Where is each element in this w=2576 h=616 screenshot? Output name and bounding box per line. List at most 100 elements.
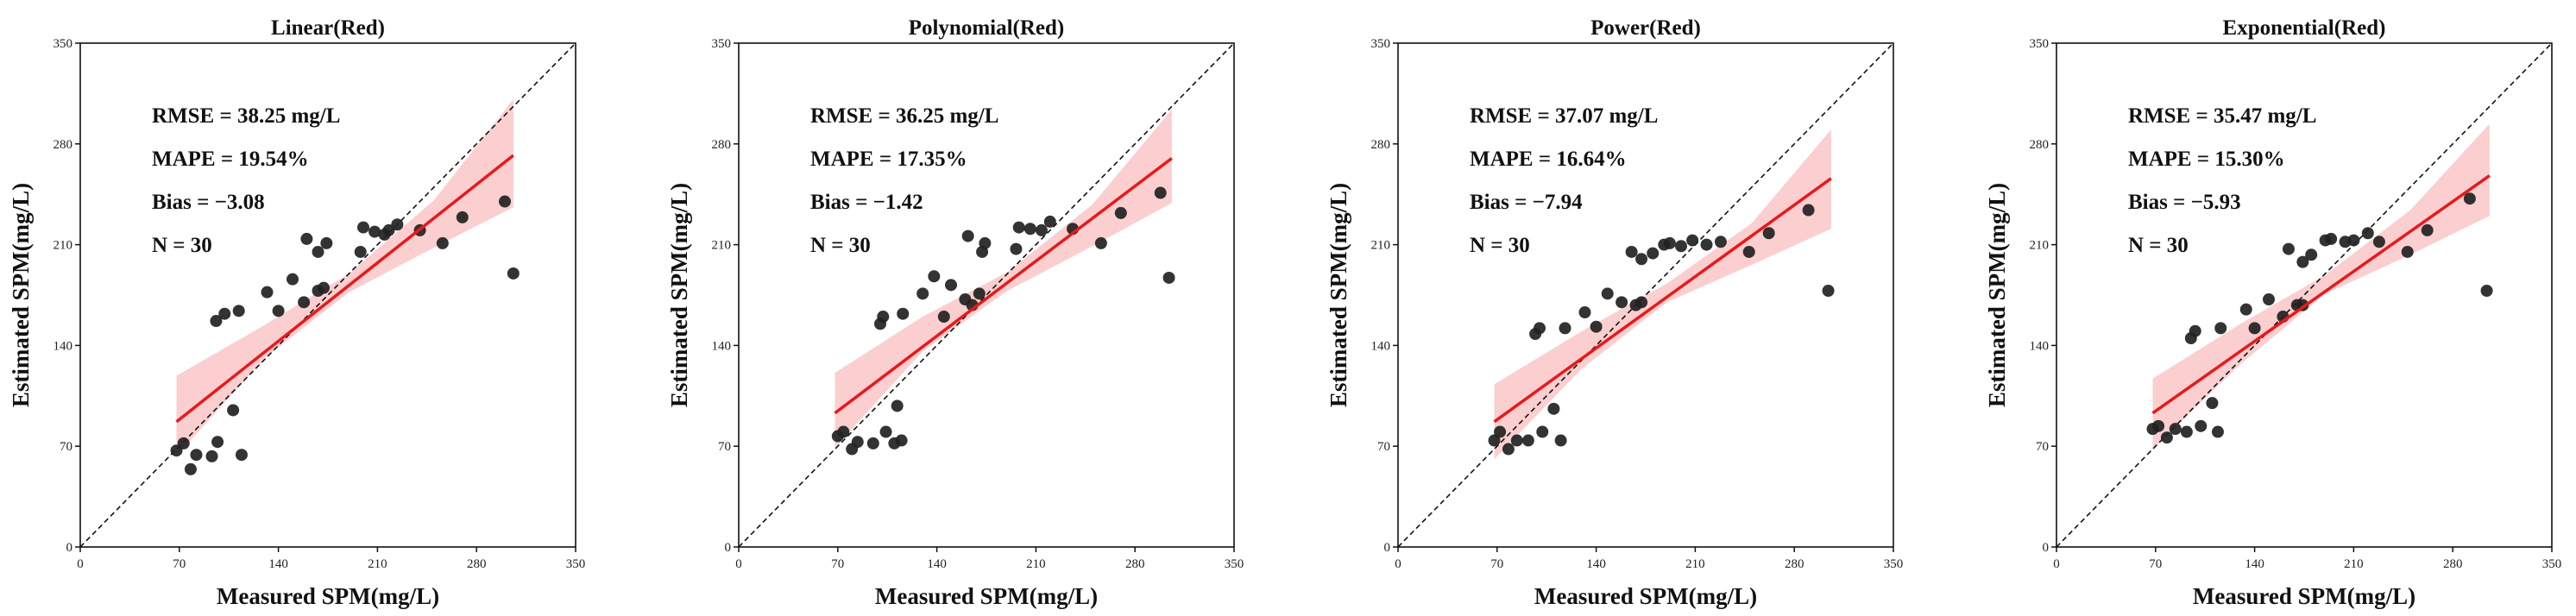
y-tick-label: 70: [1377, 440, 1390, 454]
data-point: [2361, 227, 2374, 240]
data-point: [1043, 215, 1056, 228]
data-point: [1762, 227, 1775, 240]
x-tick-label: 0: [77, 557, 84, 571]
confidence-band: [176, 99, 513, 456]
data-point: [1494, 425, 1507, 438]
y-tick-label: 210: [54, 239, 73, 253]
x-tick-label: 140: [2245, 557, 2264, 571]
regression-line: [1493, 177, 1832, 424]
data-point: [1559, 322, 1571, 335]
data-point: [456, 211, 469, 223]
stat-annotation: MAPE = 17.35%: [810, 148, 967, 171]
data-point: [928, 270, 941, 283]
data-point: [1502, 443, 1515, 456]
data-point: [2296, 255, 2309, 268]
data-point: [2189, 324, 2201, 337]
x-tick-label: 280: [1125, 557, 1145, 571]
stat-annotation: Bias = −7.94: [1470, 191, 1583, 214]
y-tick-label: 0: [1384, 541, 1391, 555]
data-point: [382, 223, 395, 236]
data-point: [2160, 431, 2173, 444]
panel-linear: 0 70 140 210 280 350 0 70 140 210 280 350 Linear(Red…: [8, 16, 585, 609]
x-axis-label: Measured SPM(mg/L): [217, 583, 439, 609]
one-to-one-line: [2056, 42, 2553, 548]
data-point: [1675, 240, 1687, 253]
x-tick-label: 70: [1490, 557, 1503, 571]
data-point: [1012, 221, 1025, 234]
confidence-band: [1494, 129, 1831, 460]
y-axis-label: Estimated SPM(mg/L): [1326, 183, 1351, 407]
y-tick-label: 0: [2043, 541, 2050, 555]
data-point: [1625, 245, 1638, 258]
data-point: [2421, 223, 2434, 236]
one-to-one-line: [738, 42, 1235, 548]
data-point: [1023, 223, 1036, 236]
stat-annotation: N = 30: [1470, 234, 1530, 257]
y-axis-label: Estimated SPM(mg/L): [666, 183, 692, 407]
stat-annotation: Bias = −5.93: [2128, 191, 2241, 214]
y-tick-label: 210: [1371, 239, 1391, 253]
data-point: [354, 245, 367, 258]
data-point: [2282, 242, 2295, 255]
data-point: [318, 281, 331, 294]
data-point: [1714, 236, 1727, 248]
data-point: [205, 449, 218, 462]
data-point: [1647, 247, 1660, 260]
data-point: [2347, 234, 2360, 247]
data-point: [2152, 419, 2165, 432]
data-point: [1547, 402, 1560, 415]
stat-annotation: MAPE = 16.64%: [1470, 148, 1627, 171]
x-tick-label: 0: [735, 557, 742, 571]
chart-title: Linear(Red): [271, 16, 385, 40]
data-point: [879, 425, 892, 438]
y-tick-label: 70: [60, 440, 72, 454]
y-tick-label: 350: [2030, 37, 2050, 51]
data-point: [1521, 434, 1534, 447]
y-tick-label: 280: [54, 138, 73, 152]
y-tick-label: 280: [712, 138, 732, 152]
chart-title: Exponential(Red): [2223, 16, 2386, 40]
data-point: [973, 287, 986, 300]
confidence-band: [835, 109, 1172, 448]
stat-annotation: MAPE = 19.54%: [152, 148, 309, 171]
y-tick-label: 0: [725, 541, 732, 555]
plot-frame: [1397, 42, 1894, 548]
stat-annotation: N = 30: [152, 234, 212, 257]
data-point: [1802, 204, 1815, 217]
panel-polynomial: 0 70 140 210 280 350 0 70 140 210 280 350 Polynomial…: [666, 16, 1244, 609]
data-point: [979, 236, 992, 249]
data-point: [1635, 253, 1648, 266]
x-tick-label: 70: [2149, 557, 2162, 571]
x-tick-label: 0: [2053, 557, 2060, 571]
regression-line: [834, 157, 1173, 415]
data-point: [227, 404, 240, 417]
chart-title: Power(Red): [1590, 16, 1701, 40]
data-point: [218, 307, 231, 320]
data-point: [261, 286, 274, 299]
regression-line: [175, 154, 514, 424]
data-point: [1554, 434, 1567, 447]
data-point: [1686, 234, 1699, 247]
data-point: [2248, 322, 2261, 335]
y-tick-label: 0: [66, 541, 73, 555]
data-point: [210, 315, 223, 328]
data-point: [232, 305, 245, 317]
data-point: [1010, 242, 1023, 255]
plot-frame: [2056, 42, 2553, 548]
data-point: [1114, 206, 1127, 219]
regression-line: [2151, 174, 2491, 415]
data-point: [1635, 296, 1648, 309]
stat-annotation: RMSE = 36.25 mg/L: [810, 104, 998, 128]
x-tick-label: 0: [1395, 557, 1401, 571]
x-tick-label: 280: [1785, 557, 1804, 571]
one-to-one-line: [1397, 42, 1894, 548]
stat-annotation: MAPE = 15.30%: [2128, 148, 2285, 171]
data-point: [287, 273, 299, 286]
x-tick-label: 140: [927, 557, 947, 571]
data-point: [499, 195, 511, 208]
data-point: [391, 218, 404, 231]
x-tick-label: 140: [1586, 557, 1606, 571]
y-tick-label: 140: [1371, 339, 1391, 353]
data-point: [1601, 287, 1614, 300]
x-tick-label: 350: [2542, 557, 2562, 571]
